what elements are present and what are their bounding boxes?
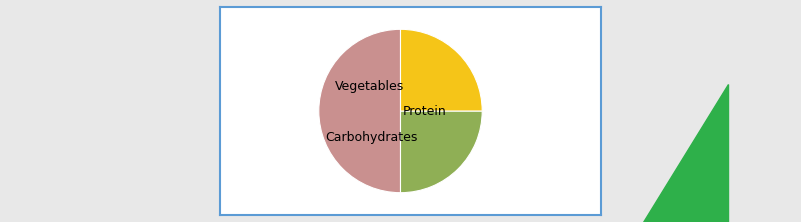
Wedge shape (319, 29, 400, 193)
Text: Carbohydrates: Carbohydrates (326, 131, 418, 144)
Wedge shape (400, 111, 482, 193)
Polygon shape (643, 84, 728, 222)
Text: Protein: Protein (403, 105, 447, 117)
Wedge shape (400, 29, 482, 111)
Text: Vegetables: Vegetables (335, 80, 404, 93)
